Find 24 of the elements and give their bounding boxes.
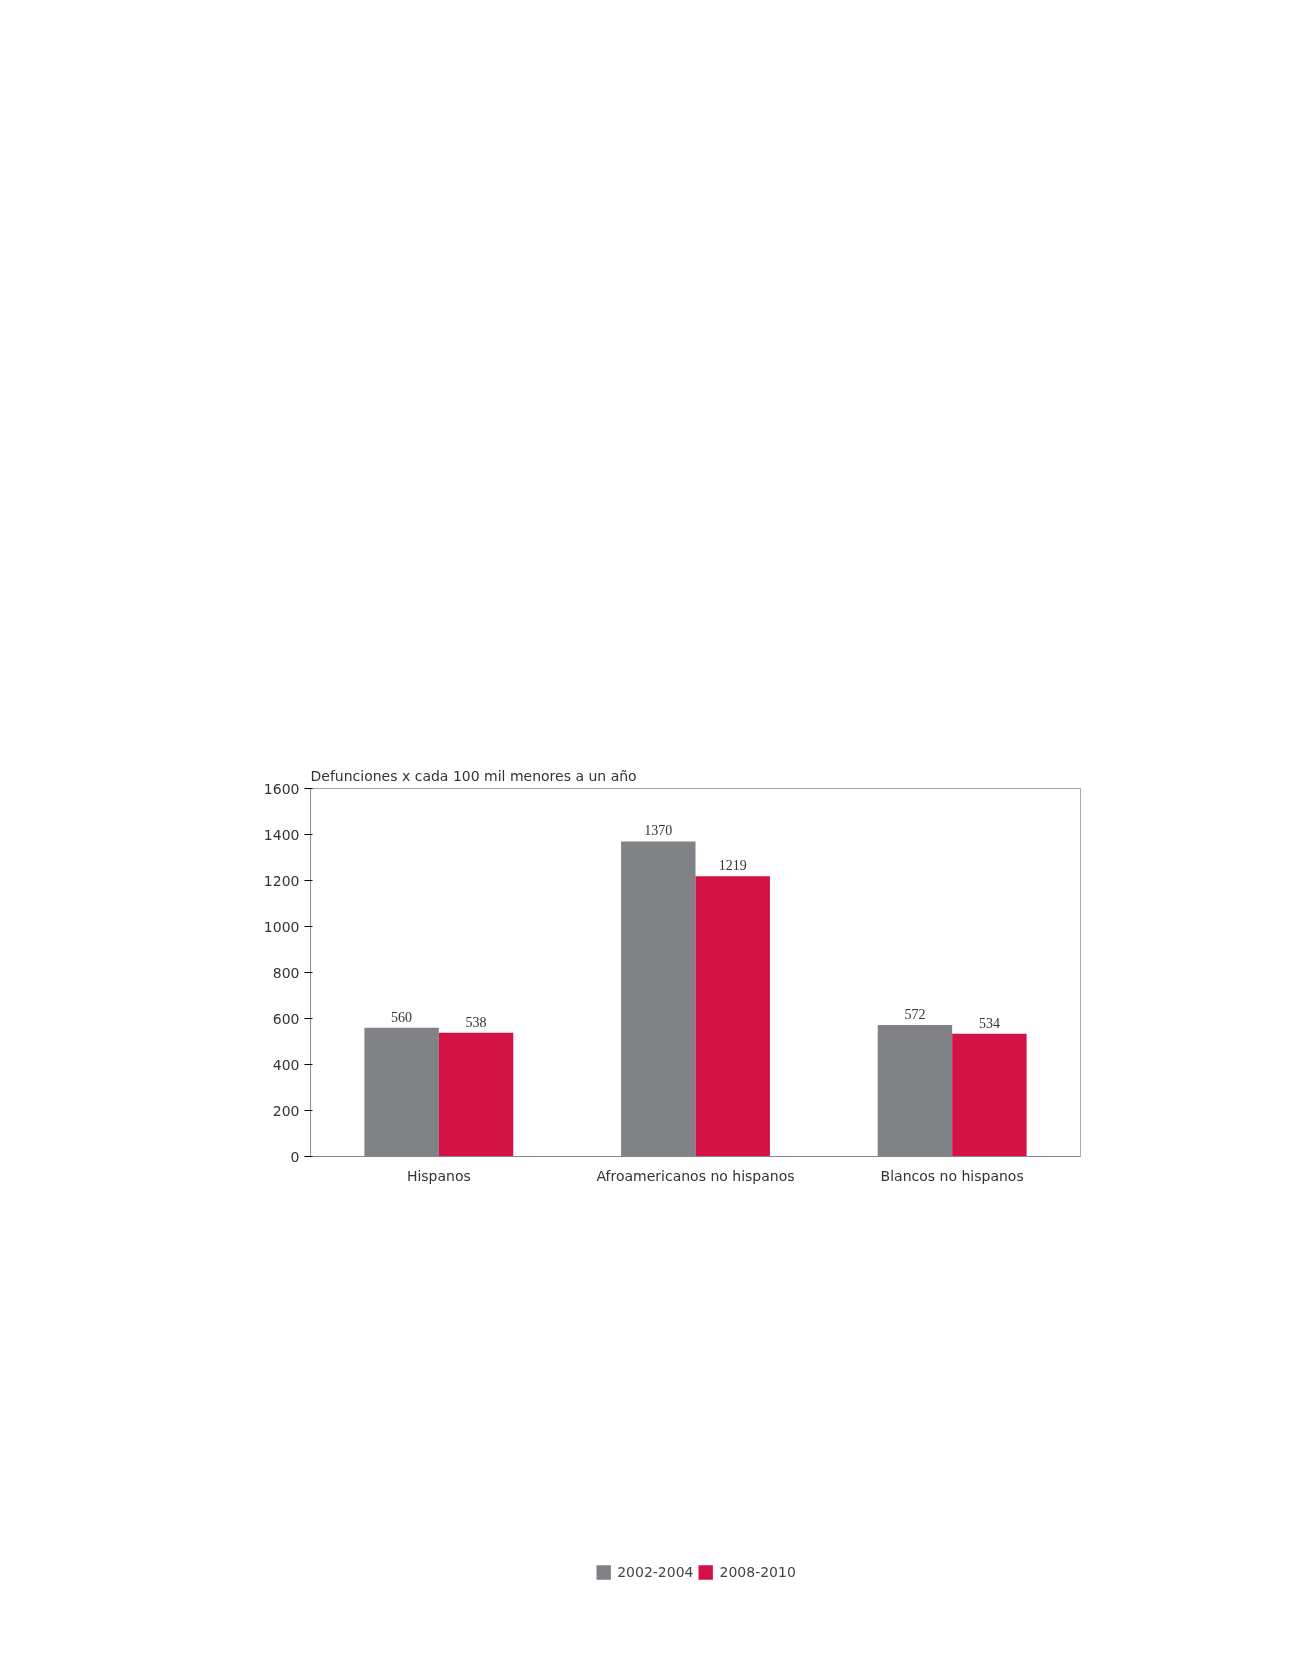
data-label: 538 [465, 1014, 487, 1030]
x-tick-label: Hispanos [406, 1167, 471, 1184]
bar [952, 1033, 1027, 1157]
bar [438, 1032, 514, 1157]
y-tick-label: 0 [290, 1148, 300, 1165]
bar [695, 876, 770, 1157]
data-label: 572 [904, 1006, 926, 1022]
data-label: 1370 [644, 823, 673, 839]
y-tick-label: 1600 [263, 780, 300, 797]
data-label: 560 [391, 1009, 413, 1025]
x-tick-label: Afroamericanos no hispanos [596, 1167, 795, 1184]
y-tick-label: 800 [272, 964, 300, 981]
y-tick-label: 200 [272, 1102, 300, 1119]
x-tick-label: Blancos no hispanos [880, 1167, 1024, 1184]
y-tick-label: 1200 [263, 872, 300, 889]
legend-label: 2008-2010 [719, 1563, 796, 1580]
y-tick-label: 1400 [263, 826, 300, 843]
data-label: 534 [978, 1015, 1000, 1031]
y-tick-label: 400 [272, 1056, 300, 1073]
data-label: 1219 [718, 858, 747, 874]
legend-label: 2002-2004 [617, 1563, 694, 1580]
chart-title: Defunciones x cada 100 mil menores a un año [310, 767, 637, 784]
y-tick-label: 600 [272, 1010, 300, 1027]
y-tick-label: 1000 [263, 918, 300, 935]
